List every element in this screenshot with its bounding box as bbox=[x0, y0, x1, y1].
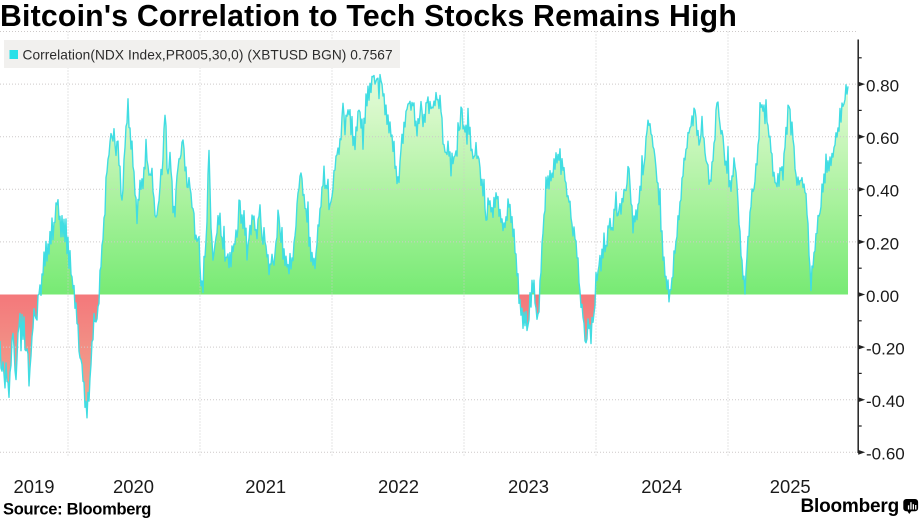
svg-text:0.20: 0.20 bbox=[866, 234, 899, 253]
svg-text:0.00: 0.00 bbox=[866, 287, 899, 306]
svg-text:-0.40: -0.40 bbox=[866, 392, 905, 411]
svg-text:0.80: 0.80 bbox=[866, 77, 899, 96]
svg-text:2023: 2023 bbox=[508, 476, 549, 497]
svg-text:2019: 2019 bbox=[14, 476, 55, 497]
svg-text:0.40: 0.40 bbox=[866, 182, 899, 201]
svg-text:2024: 2024 bbox=[641, 476, 682, 497]
svg-text:Source: Bloomberg: Source: Bloomberg bbox=[3, 501, 151, 518]
svg-text:Correlation(NDX Index,PR005,30: Correlation(NDX Index,PR005,30,0) (XBTUS… bbox=[23, 48, 393, 63]
svg-text:Bloomberg: Bloomberg bbox=[801, 496, 899, 517]
svg-text:2021: 2021 bbox=[245, 476, 286, 497]
svg-text:2020: 2020 bbox=[113, 476, 154, 497]
svg-text:2022: 2022 bbox=[378, 476, 419, 497]
svg-text:-0.60: -0.60 bbox=[866, 445, 905, 464]
svg-text:-0.20: -0.20 bbox=[866, 340, 905, 359]
svg-text:Bitcoin's Correlation to Tech: Bitcoin's Correlation to Tech Stocks Rem… bbox=[0, 0, 737, 33]
svg-text:2025: 2025 bbox=[770, 476, 811, 497]
svg-text:0.60: 0.60 bbox=[866, 129, 899, 148]
